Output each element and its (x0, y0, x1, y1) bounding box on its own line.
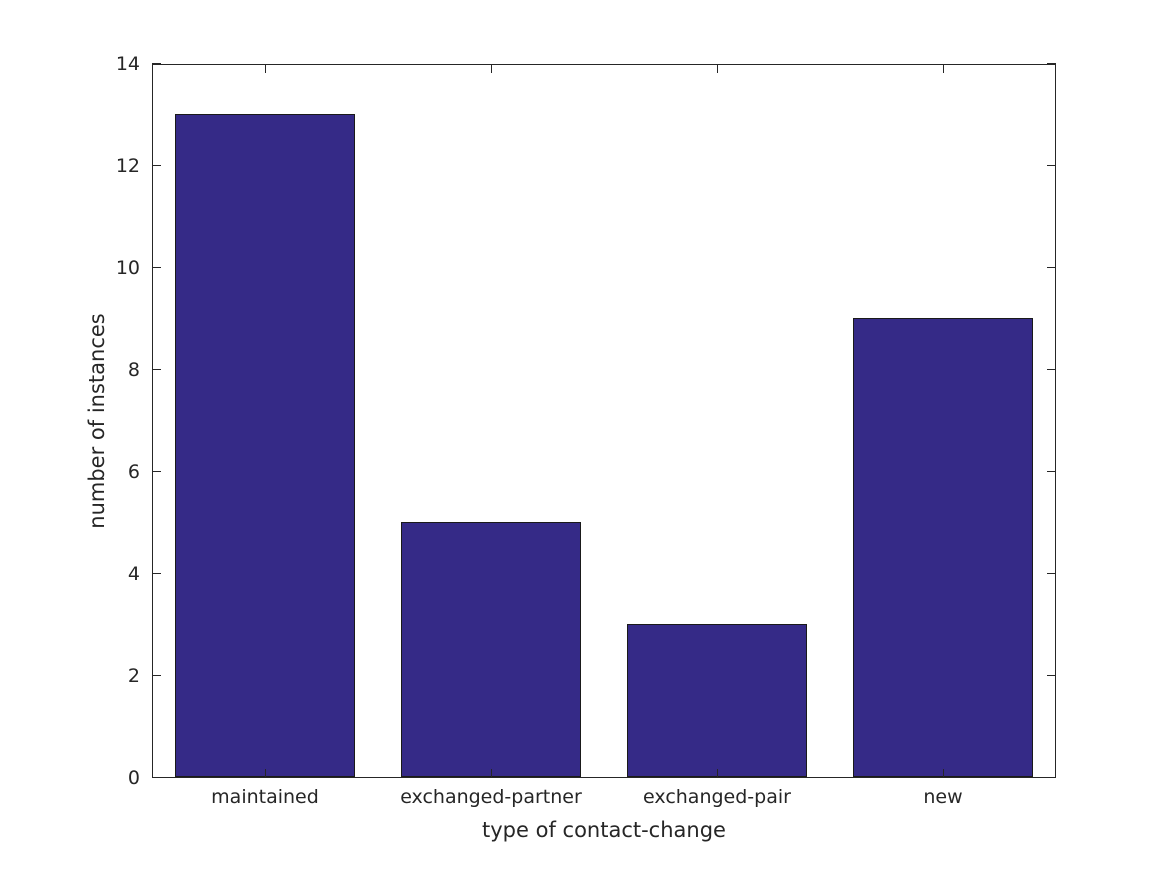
y-axis-label: number of instances (85, 313, 109, 529)
x-tick-bottom-exchanged-pair (716, 769, 718, 778)
x-tick-bottom-exchanged-partner (490, 769, 492, 778)
y-tick-right-4 (1047, 573, 1056, 574)
x-tick-top-exchanged-partner (490, 64, 492, 73)
y-tick-left-10 (152, 267, 161, 268)
y-tick-label-14: 14 (115, 53, 140, 75)
x-tick-label-maintained: maintained (211, 786, 319, 808)
y-tick-left-14 (152, 63, 161, 64)
y-tick-right-0 (1047, 777, 1056, 778)
y-tick-left-4 (152, 573, 161, 574)
x-tick-top-maintained (264, 64, 266, 73)
bar-exchanged-partner (400, 522, 582, 777)
y-tick-right-10 (1047, 267, 1056, 268)
y-tick-label-12: 12 (115, 155, 140, 177)
y-tick-label-10: 10 (115, 257, 140, 279)
x-tick-label-new: new (923, 786, 963, 808)
y-tick-label-2: 2 (127, 665, 140, 687)
y-tick-right-8 (1047, 369, 1056, 370)
y-tick-right-6 (1047, 471, 1056, 472)
y-tick-left-2 (152, 675, 161, 676)
y-tick-label-6: 6 (127, 461, 140, 483)
y-tick-left-6 (152, 471, 161, 472)
bar-exchanged-pair (626, 624, 808, 777)
x-axis-label: type of contact-change (482, 818, 726, 842)
x-tick-label-exchanged-pair: exchanged-pair (643, 786, 791, 808)
y-tick-right-12 (1047, 165, 1056, 166)
y-tick-right-14 (1047, 63, 1056, 64)
y-tick-right-2 (1047, 675, 1056, 676)
y-tick-label-8: 8 (127, 359, 140, 381)
y-tick-left-0 (152, 777, 161, 778)
x-tick-label-exchanged-partner: exchanged-partner (400, 786, 582, 808)
bar-new (852, 318, 1034, 777)
y-tick-left-8 (152, 369, 161, 370)
y-tick-label-4: 4 (127, 563, 140, 585)
x-tick-top-new (942, 64, 944, 73)
y-tick-label-0: 0 (127, 767, 140, 789)
plot-area (152, 64, 1056, 778)
y-tick-left-12 (152, 165, 161, 166)
bar-maintained (174, 114, 356, 777)
x-tick-bottom-maintained (264, 769, 266, 778)
x-tick-bottom-new (942, 769, 944, 778)
x-tick-top-exchanged-pair (716, 64, 718, 73)
